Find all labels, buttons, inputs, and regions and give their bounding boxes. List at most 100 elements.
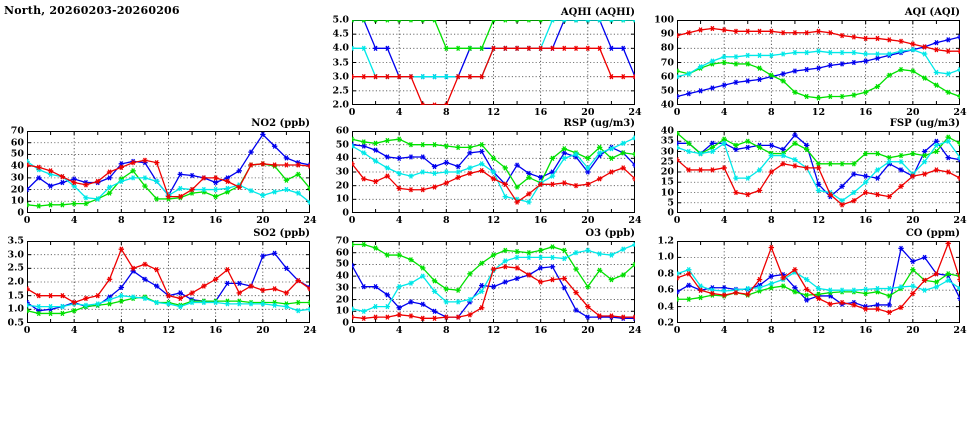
y-tick-label-fsp: 20: [660, 166, 674, 178]
data-point-marker: [677, 32, 679, 37]
x-tick-label-rsp: 16: [534, 215, 548, 226]
data-point-marker: [272, 302, 277, 308]
data-point-marker: [308, 163, 310, 168]
data-point-marker: [72, 200, 77, 207]
data-point-marker: [432, 308, 437, 314]
y-tick-label-aqi: 40: [660, 99, 674, 111]
y-tick-label-fsp: 30: [660, 146, 674, 157]
data-point-marker: [677, 271, 679, 276]
chart-title-fsp: FSP (ug/m3): [889, 118, 960, 129]
data-point-marker: [95, 293, 100, 299]
data-point-marker: [36, 164, 41, 170]
data-point-marker: [863, 286, 868, 293]
data-point-marker: [851, 49, 856, 56]
data-point-marker: [131, 265, 136, 271]
data-point-marker: [816, 285, 821, 292]
data-point-marker: [734, 142, 738, 149]
data-point-marker: [503, 45, 508, 51]
data-point-marker: [352, 307, 354, 312]
y-tick-label-aqhi: 3.5: [332, 57, 349, 68]
data-point-marker: [225, 178, 230, 185]
data-point-marker: [503, 193, 508, 200]
data-point-marker: [468, 144, 472, 151]
data-point-marker: [456, 314, 461, 320]
series-green-rsp: [352, 136, 635, 190]
data-point-marker: [621, 140, 626, 146]
data-point-marker: [597, 267, 602, 273]
data-point-marker: [444, 169, 449, 175]
data-point-marker: [804, 297, 809, 303]
data-point-marker: [621, 314, 626, 320]
data-point-marker: [710, 85, 715, 91]
x-tick-label-aqi: 20: [906, 107, 920, 118]
data-point-marker: [284, 186, 289, 193]
data-point-marker: [887, 159, 892, 165]
data-point-marker: [308, 199, 310, 204]
x-tick-label-no2: 4: [70, 215, 78, 226]
data-point-marker: [677, 290, 679, 295]
data-point-marker: [851, 92, 856, 98]
data-point-marker: [119, 298, 124, 304]
data-point-marker: [361, 176, 366, 182]
data-point-marker: [781, 283, 786, 289]
data-point-marker: [816, 48, 821, 54]
data-point-marker: [249, 283, 253, 289]
data-point-marker: [922, 152, 927, 159]
data-point-marker: [352, 262, 354, 267]
data-point-marker: [284, 177, 289, 183]
data-point-marker: [781, 51, 786, 57]
data-point-marker: [769, 28, 774, 34]
y-tick-label-so2: 3.5: [7, 235, 24, 247]
data-point-marker: [60, 293, 65, 299]
data-point-marker: [574, 266, 578, 272]
data-point-marker: [958, 34, 960, 39]
data-point-marker: [633, 163, 635, 168]
plot-canvas-rsp: [352, 131, 635, 213]
data-point-marker: [875, 150, 880, 157]
data-point-marker: [296, 171, 301, 178]
data-point-marker: [958, 49, 960, 54]
series-red-no2: [27, 157, 310, 200]
data-point-marker: [550, 20, 554, 23]
data-point-marker: [597, 45, 602, 51]
data-point-marker: [804, 30, 809, 36]
data-point-marker: [745, 61, 750, 67]
data-point-marker: [922, 287, 927, 293]
data-point-marker: [677, 140, 679, 145]
data-point-marker: [515, 162, 519, 168]
y-tick-label-so2: 1.0: [7, 303, 24, 315]
data-point-marker: [840, 202, 844, 208]
data-point-marker: [621, 165, 626, 171]
data-point-marker: [432, 163, 437, 170]
data-point-marker: [710, 167, 715, 173]
y-tick-label-aqhi: 5.0: [332, 14, 349, 26]
data-point-marker: [781, 78, 786, 84]
data-point-marker: [308, 308, 310, 312]
data-point-marker: [633, 152, 635, 157]
data-point-marker: [609, 45, 614, 51]
x-tick-label-fsp: 4: [720, 215, 728, 226]
data-point-marker: [119, 246, 124, 252]
data-point-marker: [887, 285, 892, 292]
data-point-marker: [769, 72, 774, 78]
data-point-marker: [260, 131, 265, 138]
data-point-marker: [352, 315, 354, 320]
y-tick-label-aqhi: 2.0: [332, 99, 349, 111]
data-point-marker: [361, 315, 366, 321]
data-point-marker: [352, 142, 354, 146]
data-point-marker: [828, 287, 833, 293]
data-point-marker: [609, 169, 614, 175]
data-point-marker: [840, 49, 844, 56]
data-point-marker: [420, 315, 425, 321]
data-point-marker: [686, 167, 691, 173]
page-title: North, 20260203-20260206: [4, 4, 180, 17]
data-point-marker: [851, 59, 856, 66]
data-point-marker: [887, 293, 892, 299]
data-point-marker: [734, 289, 738, 296]
data-point-marker: [444, 143, 449, 149]
data-point-marker: [781, 152, 786, 159]
y-tick-label-o3: 40: [335, 270, 349, 282]
data-point-marker: [698, 64, 703, 70]
data-point-marker: [225, 185, 230, 192]
data-point-marker: [722, 165, 727, 171]
